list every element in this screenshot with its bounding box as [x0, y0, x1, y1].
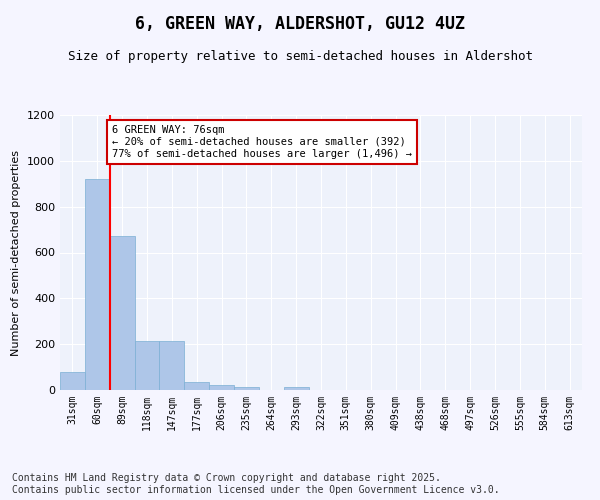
- Bar: [234, 386, 259, 390]
- Text: Contains HM Land Registry data © Crown copyright and database right 2025.
Contai: Contains HM Land Registry data © Crown c…: [12, 474, 500, 495]
- Bar: [110, 236, 134, 390]
- Text: 6 GREEN WAY: 76sqm
← 20% of semi-detached houses are smaller (392)
77% of semi-d: 6 GREEN WAY: 76sqm ← 20% of semi-detache…: [112, 126, 412, 158]
- Text: Size of property relative to semi-detached houses in Aldershot: Size of property relative to semi-detach…: [67, 50, 533, 63]
- Bar: [160, 340, 184, 390]
- Text: 6, GREEN WAY, ALDERSHOT, GU12 4UZ: 6, GREEN WAY, ALDERSHOT, GU12 4UZ: [135, 15, 465, 33]
- Bar: [134, 340, 160, 390]
- Y-axis label: Number of semi-detached properties: Number of semi-detached properties: [11, 150, 22, 356]
- Bar: [184, 382, 209, 390]
- Bar: [284, 386, 308, 390]
- Bar: [85, 179, 110, 390]
- Bar: [209, 386, 234, 390]
- Bar: [60, 372, 85, 390]
